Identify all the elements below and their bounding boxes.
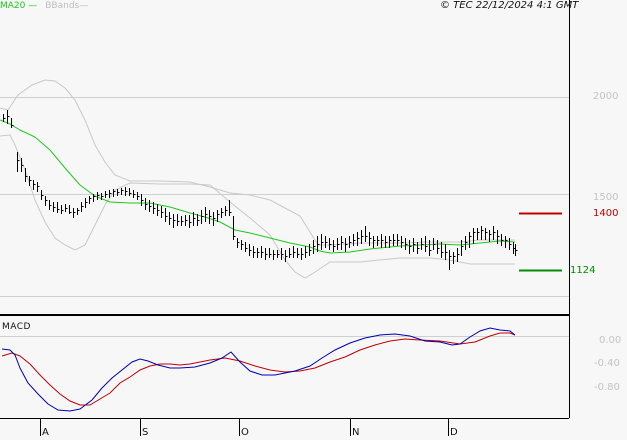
x-tick-sep: S [142,427,149,438]
x-tick-nov: N [352,427,360,438]
ma20-line [0,119,516,254]
price-gridlines [0,97,569,297]
chart-legend: MA20 — BBands— [0,0,88,12]
price-bars [3,110,518,270]
copyright-timestamp: © TEC 22/12/2024 4:1 GMT [440,0,579,11]
x-axis-ticks [40,419,449,436]
legend-ma20: MA20 — [0,1,38,11]
bb-lower-line [0,134,515,279]
x-tick-dec: D [450,427,458,438]
resistance-label: 1400 [593,208,619,219]
macd-tick-0: 0.00 [599,335,622,346]
y-tick-2000: 2000 [593,91,619,102]
x-tick-oct: O [241,427,249,438]
macd-line [1,327,516,412]
macd-signal-line [1,332,516,406]
x-tick-aug: A [42,427,49,438]
macd-title: MACD [2,322,31,332]
bb-upper-line [0,79,515,246]
support-label: 1124 [570,265,596,276]
legend-bbands: BBands— [45,1,89,11]
macd-tick-neg080: -0.80 [594,382,620,393]
macd-tick-neg040: -0.40 [594,358,620,369]
y-tick-1500: 1500 [593,192,619,203]
